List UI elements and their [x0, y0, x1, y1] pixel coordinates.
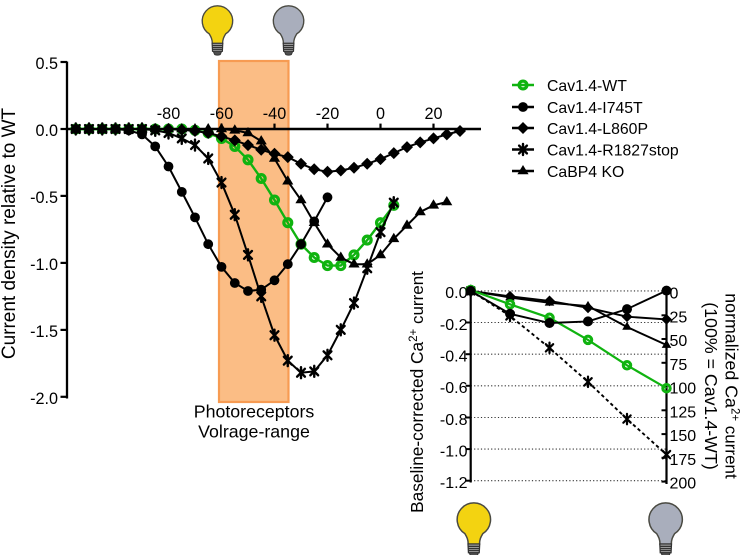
svg-text:25: 25: [670, 309, 688, 326]
svg-text:-1.2: -1.2: [440, 475, 468, 492]
svg-text:0.0: 0.0: [35, 122, 58, 140]
svg-text:normalized Ca2+ current: normalized Ca2+ current: [722, 293, 742, 479]
svg-text:-1.0: -1.0: [30, 256, 58, 274]
svg-text:CaBP4 KO: CaBP4 KO: [547, 164, 624, 181]
svg-text:50: 50: [670, 333, 688, 350]
svg-text:125: 125: [670, 404, 697, 421]
svg-text:-80: -80: [157, 105, 180, 123]
svg-text:-1.5: -1.5: [30, 323, 58, 341]
svg-text:150: 150: [670, 428, 697, 445]
svg-text:-0.6: -0.6: [440, 380, 468, 397]
svg-text:-0.2: -0.2: [440, 317, 468, 334]
svg-text:Volrage-range: Volrage-range: [198, 422, 310, 442]
svg-text:75: 75: [670, 357, 688, 374]
svg-text:-0.5: -0.5: [30, 189, 58, 207]
svg-text:100: 100: [670, 381, 697, 398]
svg-text:200: 200: [670, 476, 697, 493]
svg-text:Current density relative to WT: Current density relative to WT: [0, 107, 20, 359]
svg-text:Cav1.4-R1827stop: Cav1.4-R1827stop: [547, 143, 679, 160]
svg-text:-20: -20: [316, 105, 339, 123]
svg-text:0: 0: [670, 286, 679, 303]
svg-text:Cav1.4-L860P: Cav1.4-L860P: [547, 121, 648, 138]
svg-text:-0.4: -0.4: [440, 349, 468, 366]
svg-text:20: 20: [424, 105, 442, 123]
svg-text:175: 175: [670, 452, 697, 469]
svg-text:0: 0: [376, 105, 385, 123]
svg-text:-40: -40: [263, 105, 286, 123]
svg-text:Cav1.4-WT: Cav1.4-WT: [547, 78, 627, 95]
svg-text:(100% = Cav1.4-WT): (100% = Cav1.4-WT): [701, 302, 721, 470]
svg-text:-1.0: -1.0: [440, 443, 468, 460]
svg-text:-60: -60: [210, 105, 233, 123]
svg-text:0.0: 0.0: [445, 285, 467, 302]
svg-text:-0.8: -0.8: [440, 412, 468, 429]
svg-text:-2.0: -2.0: [30, 390, 58, 408]
svg-text:Baseline-corrected Ca2+ curren: Baseline-corrected Ca2+ current: [407, 271, 427, 513]
svg-text:0.5: 0.5: [35, 55, 58, 73]
svg-text:Photoreceptors: Photoreceptors: [194, 402, 315, 422]
svg-text:Cav1.4-I745T: Cav1.4-I745T: [547, 100, 643, 117]
